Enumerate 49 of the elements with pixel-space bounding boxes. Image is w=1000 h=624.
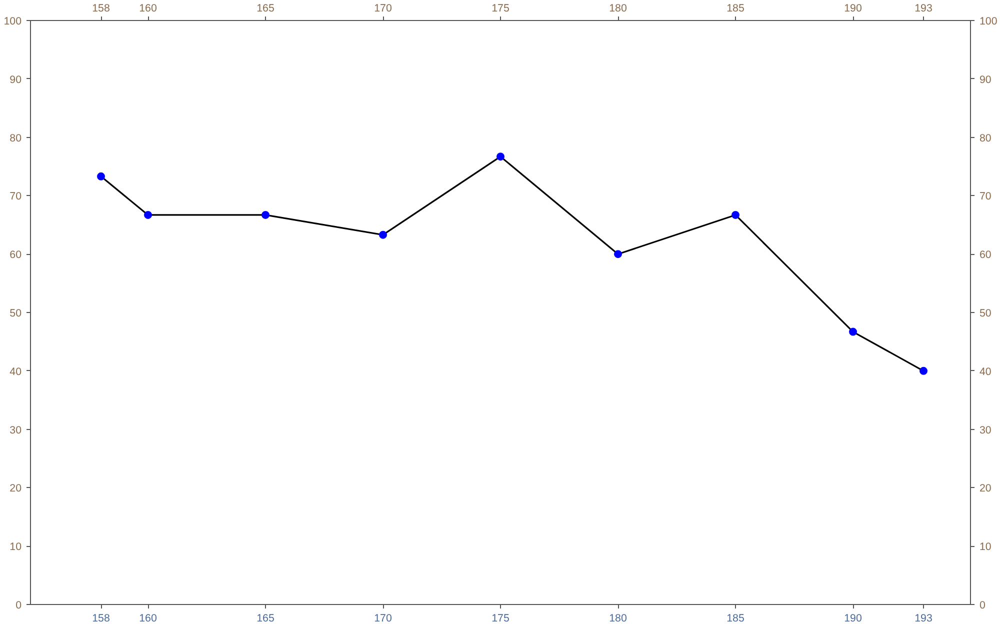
x-tick-label: 175: [492, 2, 510, 14]
y-tick-label: 20: [10, 482, 22, 495]
point: [496, 152, 504, 161]
y-tick-label: 60: [10, 249, 22, 262]
y2-tick-label: 60: [980, 249, 992, 262]
y-tick-label: 80: [10, 132, 22, 144]
x-tick-label: 193: [914, 2, 932, 14]
y-tick-label: 100: [4, 16, 22, 28]
y-tick-label: 30: [10, 424, 22, 436]
x2-tick-label: 190: [844, 612, 862, 624]
y-tick-label: 40: [10, 366, 22, 378]
y-tick-label: 70: [10, 190, 22, 203]
x2-tick-label: 185: [726, 612, 744, 624]
point: [614, 250, 622, 258]
y2-tick-label: 90: [980, 74, 992, 86]
x2-tick-label: 180: [609, 612, 627, 624]
x2-tick-label: 158: [92, 612, 110, 624]
x2-tick-label: 193: [914, 612, 932, 624]
y2-tick-label: 0: [980, 600, 986, 612]
x-tick-label: 190: [844, 2, 862, 14]
x-tick-label: 185: [726, 2, 744, 14]
y-tick-label: 90: [10, 74, 22, 86]
x2-tick-label: 170: [374, 612, 392, 624]
y2-tick-label: 50: [980, 308, 992, 320]
point: [732, 210, 740, 219]
y2-tick-label: 80: [980, 132, 992, 144]
y2-tick-label: 100: [980, 16, 998, 28]
point: [920, 366, 928, 375]
point: [379, 230, 387, 239]
x-tick-label: 158: [92, 2, 110, 14]
y2-tick-label: 30: [980, 424, 992, 436]
x-tick-label: 180: [609, 2, 627, 14]
point: [144, 210, 152, 219]
x-tick-label: 160: [139, 2, 157, 14]
x-tick-label: 165: [256, 2, 274, 14]
point: [849, 328, 857, 336]
y2-tick-label: 20: [980, 482, 992, 495]
y2-tick-label: 40: [980, 366, 992, 378]
x-tick-label: 170: [374, 2, 392, 14]
point: [97, 172, 105, 180]
x2-tick-label: 160: [139, 612, 157, 624]
y-tick-label: 10: [10, 541, 22, 554]
x2-tick-label: 175: [492, 612, 510, 624]
y2-tick-label: 70: [980, 190, 992, 203]
x2-tick-label: 165: [256, 612, 274, 624]
y-tick-label: 50: [10, 308, 22, 320]
y2-tick-label: 10: [980, 541, 992, 554]
y-tick-label: 0: [16, 600, 22, 612]
point: [262, 210, 270, 219]
